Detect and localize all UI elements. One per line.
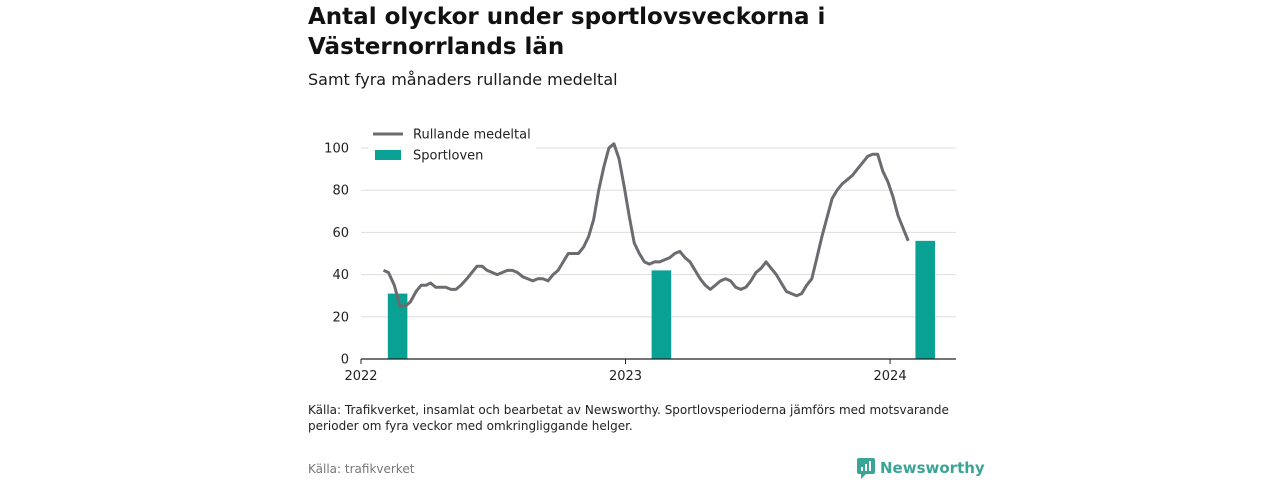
newsworthy-logo[interactable]: Newsworthy (856, 456, 985, 480)
x-tick-label: 2022 (344, 369, 377, 384)
chart-subtitle: Samt fyra månaders rullande medeltal (308, 70, 618, 89)
newsworthy-logo-icon (857, 458, 875, 479)
bar-series (387, 240, 935, 359)
sportlov-bar (915, 240, 935, 359)
rolling-average-line (382, 142, 910, 308)
chart-title: Antal olyckor under sportlovsveckorna i … (308, 4, 826, 60)
y-tick-label: 0 (341, 353, 349, 368)
y-tick-label: 40 (332, 268, 349, 283)
y-axis-ticks: 0 20 40 60 80 100 (324, 142, 349, 368)
legend: Rullande medeltal Sportloven (368, 124, 536, 170)
y-tick-label: 100 (324, 142, 349, 157)
legend-swatch-bar (375, 150, 401, 160)
x-tick-label: 2023 (609, 369, 642, 384)
x-tick-label: 2024 (874, 369, 907, 384)
legend-label-rolling: Rullande medeltal (413, 128, 531, 143)
y-tick-label: 20 (332, 310, 349, 325)
legend-label-sportloven: Sportloven (413, 149, 483, 164)
source-text: Källa: trafikverket (308, 462, 415, 476)
sportlov-bar (651, 270, 672, 359)
sportlov-bar (387, 293, 408, 359)
x-axis-ticks: 2022 2023 2024 (344, 359, 907, 384)
footnote: Källa: Trafikverket, insamlat och bearbe… (308, 403, 949, 433)
chart-area: 2022 2023 2024 0 20 40 60 80 100 Rullande medel… (324, 124, 956, 384)
y-tick-label: 60 (332, 226, 349, 241)
brand-name: Newsworthy (880, 459, 985, 477)
legend-background (368, 124, 536, 170)
y-tick-label: 80 (332, 184, 349, 199)
